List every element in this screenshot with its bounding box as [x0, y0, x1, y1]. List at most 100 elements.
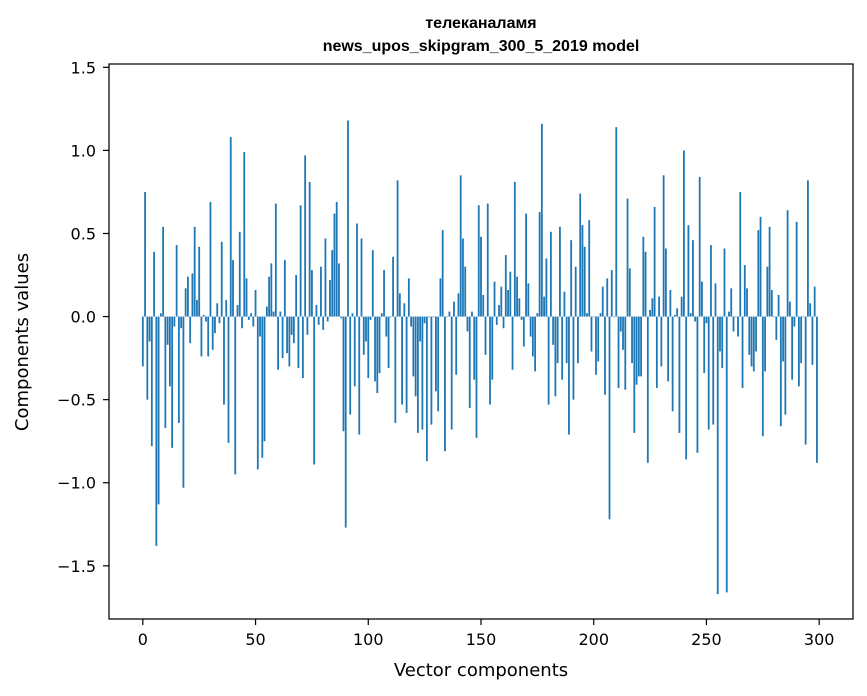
- bar: [200, 316, 203, 357]
- bar: [646, 316, 649, 463]
- bar: [480, 236, 482, 317]
- bar: [164, 316, 167, 428]
- bar: [184, 288, 187, 317]
- bar: [374, 316, 376, 382]
- x-tick-label: 0: [138, 630, 148, 649]
- bar: [159, 313, 162, 317]
- y-tick-label: 0.0: [71, 308, 96, 327]
- bar: [274, 203, 277, 317]
- bar: [577, 316, 579, 364]
- bar: [696, 316, 699, 453]
- bar: [574, 266, 577, 317]
- bar: [313, 316, 316, 465]
- bar: [642, 236, 645, 317]
- bar: [317, 316, 320, 325]
- bar: [380, 313, 383, 317]
- bar: [193, 226, 196, 317]
- bar: [673, 314, 676, 317]
- bar: [658, 296, 661, 317]
- bar: [640, 316, 642, 377]
- bar: [804, 316, 807, 445]
- bar: [320, 266, 322, 317]
- bar: [392, 256, 394, 317]
- bar: [667, 316, 670, 382]
- bar: [401, 316, 403, 405]
- bar: [410, 316, 413, 327]
- bar: [171, 316, 174, 448]
- bar: [349, 316, 352, 415]
- bar: [144, 191, 146, 317]
- bar: [234, 316, 237, 475]
- bar: [369, 316, 372, 320]
- bar: [335, 201, 338, 317]
- bar: [252, 316, 255, 327]
- bar: [423, 316, 426, 324]
- bar: [770, 289, 773, 317]
- bar: [791, 316, 794, 380]
- bar: [331, 250, 334, 317]
- bar: [340, 316, 343, 319]
- bar: [279, 311, 282, 317]
- bar: [311, 270, 313, 317]
- bar: [777, 294, 780, 317]
- bar: [764, 316, 766, 372]
- bar: [150, 316, 153, 447]
- bar: [292, 316, 295, 344]
- bar: [563, 291, 566, 317]
- bar: [543, 296, 546, 317]
- bar: [365, 316, 367, 342]
- bar: [678, 316, 681, 433]
- x-tick-label: 100: [353, 630, 384, 649]
- bar: [610, 270, 613, 317]
- bar: [559, 226, 561, 317]
- bar: [746, 288, 748, 317]
- bar: [466, 316, 469, 332]
- bar: [784, 316, 787, 415]
- bar: [148, 316, 151, 342]
- bar: [450, 316, 453, 430]
- bar: [531, 316, 534, 357]
- bar: [807, 180, 809, 317]
- bar: [811, 316, 814, 365]
- bar: [245, 278, 248, 317]
- bar: [453, 301, 455, 317]
- y-tick-label: −1.5: [57, 557, 96, 576]
- bar: [599, 313, 602, 317]
- bar: [493, 281, 496, 317]
- bar: [703, 316, 706, 374]
- bar: [581, 225, 584, 317]
- bar: [304, 155, 307, 317]
- bar: [403, 303, 406, 317]
- bar: [383, 270, 385, 317]
- bar: [367, 316, 370, 379]
- bar: [568, 316, 570, 435]
- bar: [651, 298, 654, 317]
- bar: [816, 316, 818, 463]
- bar: [552, 316, 555, 345]
- bar: [437, 316, 440, 412]
- bar: [725, 316, 728, 593]
- bar: [254, 289, 257, 317]
- bar: [462, 238, 464, 317]
- bar: [719, 316, 721, 352]
- bar: [520, 316, 523, 320]
- bar: [308, 181, 311, 317]
- bar: [534, 316, 537, 372]
- bar: [329, 280, 331, 317]
- bar: [468, 316, 471, 408]
- bar: [389, 316, 392, 318]
- bar: [586, 313, 588, 317]
- bar: [259, 316, 261, 337]
- bar: [405, 316, 408, 413]
- bar: [624, 316, 627, 390]
- bar: [637, 316, 640, 377]
- bar: [676, 308, 679, 317]
- bar: [730, 288, 733, 317]
- bar: [500, 286, 503, 317]
- bar: [286, 316, 289, 354]
- bar: [565, 316, 568, 364]
- bar: [635, 316, 638, 385]
- bar: [498, 304, 500, 317]
- bar: [205, 316, 207, 322]
